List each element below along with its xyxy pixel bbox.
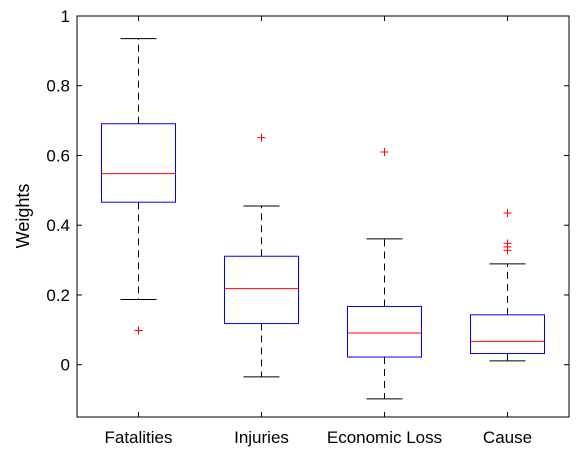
boxes — [101, 38, 545, 400]
x-tick-label: Economic Loss — [327, 428, 442, 447]
box-injuries — [224, 133, 299, 378]
iqr-box — [347, 305, 422, 358]
plot-area — [76, 15, 570, 418]
outlier-marker — [257, 133, 266, 142]
y-axis: 0 0.2 0.4 0.6 0.8 1 — [46, 7, 569, 375]
y-axis-label: Weights — [13, 184, 33, 249]
box-economic-loss — [347, 147, 422, 400]
box-fatalities — [101, 38, 176, 335]
x-axis: Fatalities Injuries Economic Loss Cause — [104, 16, 532, 447]
iqr-box — [470, 314, 545, 355]
x-tick-label: Fatalities — [104, 428, 172, 447]
y-tick-label: 0.6 — [46, 146, 70, 165]
y-tick-label: 0.4 — [46, 216, 70, 235]
outlier-marker — [380, 147, 389, 156]
y-tick-label: 1 — [61, 7, 70, 26]
y-tick-label: 0.2 — [46, 286, 70, 305]
iqr-box — [101, 123, 176, 203]
outlier-marker — [503, 246, 512, 255]
x-tick-label: Cause — [483, 428, 532, 447]
outlier-marker — [134, 326, 143, 335]
y-tick-label: 0.8 — [46, 77, 70, 96]
box-cause — [470, 209, 545, 362]
y-tick-label: 0 — [61, 356, 70, 375]
iqr-box — [224, 255, 299, 325]
x-tick-label: Injuries — [234, 428, 289, 447]
outlier-marker — [503, 209, 512, 218]
